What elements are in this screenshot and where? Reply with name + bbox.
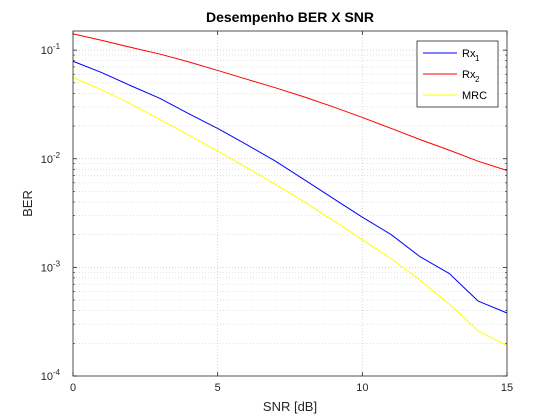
legend-label-mrc: MRC: [462, 90, 487, 102]
y-tick-label: 10: [41, 154, 53, 166]
x-tick-label: 10: [356, 382, 368, 394]
x-tick-label: 15: [501, 382, 513, 394]
legend-label-rx2: Rx: [462, 69, 476, 81]
x-axis-label: SNR [dB]: [263, 399, 317, 414]
series-line-mrc: [72, 77, 508, 347]
legend-label-subscript: 2: [475, 75, 480, 84]
y-tick-exponent: -1: [53, 42, 61, 51]
chart-title: Desempenho BER X SNR: [206, 9, 374, 25]
legend-label-rx1: Rx: [462, 48, 476, 60]
y-tick-label: 10: [41, 371, 53, 383]
axes-box: [72, 30, 508, 377]
y-tick-exponent: -3: [53, 259, 61, 268]
y-tick-exponent: -2: [53, 151, 61, 160]
y-tick-exponent: -4: [53, 368, 61, 377]
x-tick-label: 0: [70, 382, 76, 394]
y-axis-label: BER: [20, 190, 35, 217]
series-line-rx2: [72, 33, 508, 171]
x-tick-label: 5: [215, 382, 221, 394]
series-line-rx1: [72, 60, 508, 314]
legend-label-subscript: 1: [475, 54, 480, 63]
y-tick-label: 10: [41, 262, 53, 274]
y-tick-label: 10: [41, 45, 53, 57]
